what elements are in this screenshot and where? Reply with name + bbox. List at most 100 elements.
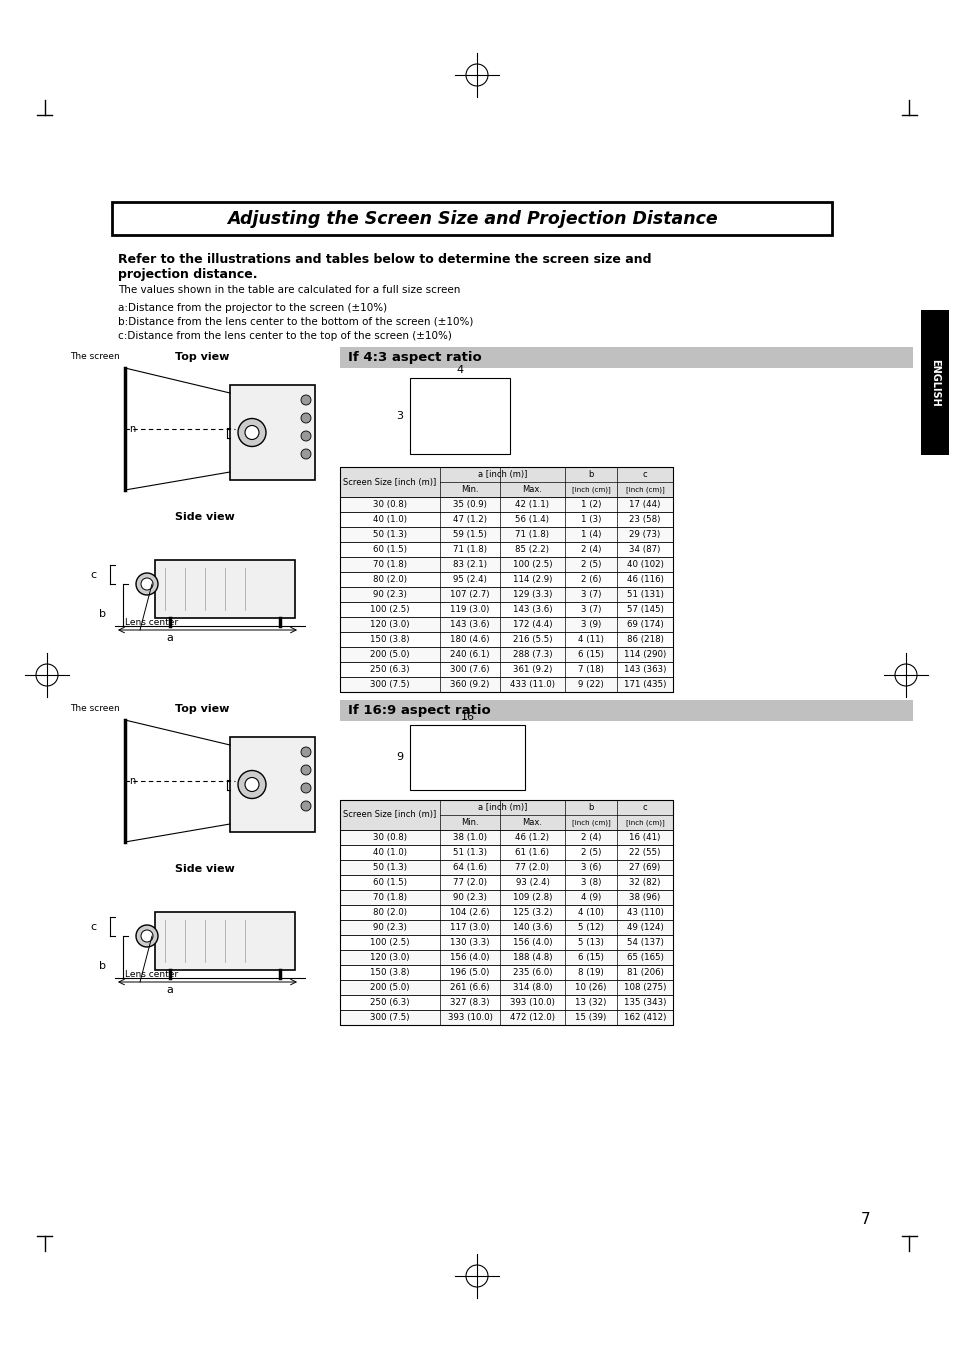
Circle shape [245,426,258,439]
Text: 43 (110): 43 (110) [626,908,662,917]
Text: 57 (145): 57 (145) [626,605,662,613]
Bar [339,527,672,542]
Bar [339,662,672,677]
Bar [339,347,912,367]
Text: 143 (363): 143 (363) [623,665,665,674]
Text: 46 (116): 46 (116) [626,576,662,584]
Text: 172 (4.4): 172 (4.4) [512,620,552,630]
Text: 114 (2.9): 114 (2.9) [513,576,552,584]
Text: 472 (12.0): 472 (12.0) [510,1013,555,1021]
Text: 50 (1.3): 50 (1.3) [373,530,407,539]
Bar [339,979,672,994]
Text: 90 (2.3): 90 (2.3) [373,590,407,598]
Bar [339,800,672,830]
Text: c:Distance from the lens center to the top of the screen (±10%): c:Distance from the lens center to the t… [118,331,452,340]
Text: 10 (26): 10 (26) [575,984,606,992]
Text: a [inch (m)]: a [inch (m)] [477,470,527,480]
Text: 3 (8): 3 (8) [580,878,600,888]
Text: 30 (0.8): 30 (0.8) [373,500,407,509]
Text: Refer to the illustrations and tables below to determine the screen size and
pro: Refer to the illustrations and tables be… [118,253,651,281]
Text: 9: 9 [396,753,403,762]
Bar [339,497,672,512]
Bar [339,557,672,571]
Text: 216 (5.5): 216 (5.5) [512,635,552,644]
Bar [339,512,672,527]
Text: 83 (2.1): 83 (2.1) [453,561,486,569]
Bar [410,378,510,454]
Text: 143 (3.6): 143 (3.6) [450,620,489,630]
Text: 54 (137): 54 (137) [626,938,662,947]
Circle shape [245,777,258,792]
Text: 104 (2.6): 104 (2.6) [450,908,489,917]
Text: c: c [642,470,647,480]
Text: 6 (15): 6 (15) [578,952,603,962]
Text: Screen Size [inch (m)]: Screen Size [inch (m)] [343,477,436,486]
Text: 3: 3 [396,411,403,422]
Circle shape [301,801,311,811]
Circle shape [136,925,158,947]
Text: 2 (5): 2 (5) [580,561,600,569]
Text: 51 (131): 51 (131) [626,590,662,598]
Text: 29 (73): 29 (73) [629,530,659,539]
Text: 188 (4.8): 188 (4.8) [512,952,552,962]
Text: Top view: Top view [174,704,229,713]
Text: 80 (2.0): 80 (2.0) [373,908,407,917]
Text: 5 (13): 5 (13) [578,938,603,947]
Bar [339,603,672,617]
Text: 140 (3.6): 140 (3.6) [512,923,552,932]
Text: 23 (58): 23 (58) [629,515,660,524]
Circle shape [141,929,152,942]
Bar [920,309,948,455]
Text: 120 (3.0): 120 (3.0) [370,620,410,630]
Bar [339,844,672,861]
Bar [339,632,672,647]
Text: a: a [167,985,173,994]
Text: 6 (15): 6 (15) [578,650,603,659]
Text: 8 (19): 8 (19) [578,969,603,977]
Text: Lens center: Lens center [125,617,178,627]
Circle shape [301,431,311,440]
Text: 86 (218): 86 (218) [626,635,662,644]
Bar [112,203,831,235]
Text: 327 (8.3): 327 (8.3) [450,998,489,1006]
Text: 77 (2.0): 77 (2.0) [453,878,486,888]
Text: 250 (6.3): 250 (6.3) [370,665,410,674]
Circle shape [301,449,311,459]
Bar [339,467,672,497]
Text: 71 (1.8): 71 (1.8) [515,530,549,539]
Text: [inch (cm)]: [inch (cm)] [625,486,663,493]
Text: 65 (165): 65 (165) [626,952,662,962]
Text: b: b [99,961,107,971]
Text: 38 (1.0): 38 (1.0) [453,834,486,842]
Bar [339,830,672,844]
Text: 200 (5.0): 200 (5.0) [370,984,410,992]
Text: [inch (cm)]: [inch (cm)] [571,486,610,493]
Text: 150 (3.8): 150 (3.8) [370,635,410,644]
Text: 4: 4 [456,365,463,376]
Text: Lens center: Lens center [125,970,178,979]
Text: 93 (2.4): 93 (2.4) [515,878,549,888]
Bar [339,800,672,1025]
Text: 30 (0.8): 30 (0.8) [373,834,407,842]
Text: The screen: The screen [70,353,120,361]
Text: 171 (435): 171 (435) [623,680,665,689]
Text: 3 (6): 3 (6) [580,863,600,871]
Text: 1 (3): 1 (3) [580,515,600,524]
Text: 2 (4): 2 (4) [580,544,600,554]
Bar [339,890,672,905]
Text: 64 (1.6): 64 (1.6) [453,863,486,871]
Text: b: b [588,470,593,480]
Bar [339,965,672,979]
Bar [230,738,314,832]
Text: 7: 7 [860,1212,869,1228]
Text: Min.: Min. [460,817,478,827]
Text: Max.: Max. [522,485,542,494]
Bar [339,467,672,692]
Text: 143 (3.6): 143 (3.6) [512,605,552,613]
Text: 5 (12): 5 (12) [578,923,603,932]
Text: 22 (55): 22 (55) [629,848,660,857]
Text: If 16:9 aspect ratio: If 16:9 aspect ratio [348,704,490,717]
Text: 250 (6.3): 250 (6.3) [370,998,410,1006]
Text: n: n [129,424,135,434]
Text: 1 (2): 1 (2) [580,500,600,509]
